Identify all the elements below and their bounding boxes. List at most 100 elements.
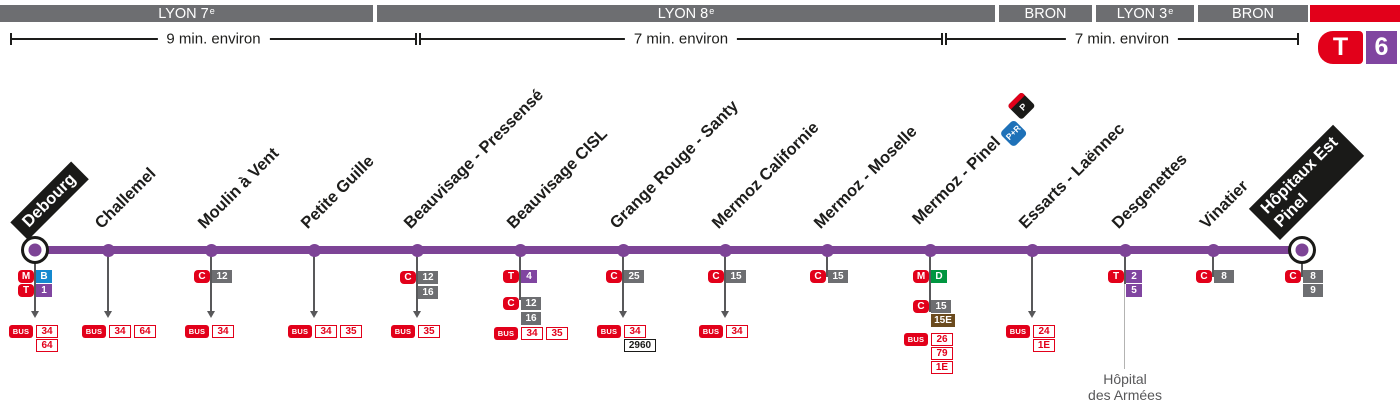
line-number-badge: 8 xyxy=(1214,270,1234,283)
bus-mode-badge: BUS xyxy=(1006,325,1030,338)
connection-row: C 25 xyxy=(606,270,644,283)
line-number-badge: 5 xyxy=(1126,284,1142,297)
station-label: Hôpitaux Est Pinel xyxy=(1248,124,1365,240)
connection-row: 9 xyxy=(1303,284,1323,297)
station-connector-line xyxy=(1031,256,1033,311)
station-label: Debourg xyxy=(10,161,89,240)
station-connector-line xyxy=(107,256,109,311)
line-number-badge: 15 xyxy=(828,270,848,283)
line-number-badge: 15 xyxy=(726,270,746,283)
station-label: Petite Guille xyxy=(297,152,378,233)
connection-row: BUS 34 xyxy=(699,325,748,338)
station-connector-line xyxy=(416,256,418,311)
line-number-badge: 35 xyxy=(418,325,440,338)
line-number-badge: 15 xyxy=(931,300,951,313)
station-label: Beauvisage CISL xyxy=(503,124,611,233)
connector-arrow-icon xyxy=(103,311,112,318)
duration-bracket: 7 min. environ xyxy=(945,30,1299,48)
bus-mode-badge: BUS xyxy=(391,325,415,338)
connection-row: BUS 34 xyxy=(9,325,58,338)
line-number-badge: 9 xyxy=(1303,284,1323,297)
terminus-dot xyxy=(1295,243,1308,256)
line-logo: T 6 xyxy=(1318,31,1397,64)
station-stop-marker xyxy=(204,243,218,257)
station-connector-line xyxy=(1301,256,1303,277)
connection-row: C 12 xyxy=(194,270,232,283)
line-number-badge: 15E xyxy=(931,314,955,327)
station-stop-marker xyxy=(923,243,937,257)
connection-row: BUS 34 xyxy=(597,325,646,338)
station-label: Moulin à Vent xyxy=(194,144,283,233)
bus-mode-badge: BUS xyxy=(82,325,106,338)
line-number-badge: 8 xyxy=(1303,270,1323,283)
connection-row: 16 xyxy=(521,312,541,325)
line-color-band xyxy=(1310,5,1400,22)
line-number-badge: 2960 xyxy=(624,339,656,352)
park-and-ride-icon: P+R xyxy=(999,118,1028,147)
connection-row: C 15 xyxy=(913,300,951,313)
line-number-badge: 35 xyxy=(546,327,568,340)
district-band: BRON xyxy=(999,5,1092,22)
station-stop-marker xyxy=(101,243,115,257)
transit-mode-badge: C xyxy=(606,270,622,283)
station-connector-line xyxy=(1212,256,1214,277)
terminus-dot xyxy=(28,243,41,256)
line-number-badge: 34 xyxy=(212,325,234,338)
transit-mode-badge: C xyxy=(913,300,929,313)
line-number-badge: 4 xyxy=(521,270,537,283)
line-number-badge: 12 xyxy=(418,271,438,284)
line-number-badge: 16 xyxy=(418,286,438,299)
bus-mode-badge: BUS xyxy=(494,327,518,340)
bus-mode-badge: BUS xyxy=(185,325,209,338)
line-number-badge: 79 xyxy=(931,347,953,360)
transit-mode-badge: T xyxy=(1108,270,1124,283)
connection-row: 79 xyxy=(931,347,953,360)
connection-row: BUS 24 xyxy=(1006,325,1055,338)
transit-mode-badge: C xyxy=(503,297,519,310)
line-number-badge: 34 xyxy=(521,327,543,340)
station-connector-line xyxy=(313,256,315,311)
terminus-stop-marker xyxy=(20,235,49,264)
line-number-badge: 35 xyxy=(340,325,362,338)
station-connector-line xyxy=(724,256,726,311)
line-track xyxy=(35,246,1302,254)
line-number-badge: 6 xyxy=(1366,31,1397,64)
connection-row: C 12 xyxy=(400,271,438,284)
bus-mode-badge: BUS xyxy=(9,325,33,338)
station-stop-marker xyxy=(820,243,834,257)
line-number-badge: 16 xyxy=(521,312,541,325)
connector-arrow-icon xyxy=(30,311,39,318)
station-label: Vinatier xyxy=(1196,176,1252,233)
duration-bracket: 9 min. environ xyxy=(10,30,417,48)
district-band: BRON xyxy=(1198,5,1308,22)
terminus-stop-marker xyxy=(1287,235,1316,264)
connection-row: BUS 34 64 xyxy=(82,325,156,338)
bus-mode-badge: BUS xyxy=(699,325,723,338)
connection-row: BUS 34 xyxy=(185,325,234,338)
line-number-badge: 2 xyxy=(1126,270,1142,283)
connector-arrow-icon xyxy=(309,311,318,318)
hospital-note: Hôpital des Armées xyxy=(1088,371,1162,403)
connection-row: 15E xyxy=(931,314,955,327)
connector-arrow-icon xyxy=(720,311,729,318)
station-stop-marker xyxy=(616,243,630,257)
transit-mode-badge: C xyxy=(810,270,826,283)
station-connector-line xyxy=(1124,256,1126,284)
line-number-badge: 12 xyxy=(521,297,541,310)
station-stop-marker xyxy=(1118,243,1132,257)
hospital-connector-line xyxy=(1124,256,1125,369)
transit-mode-badge: C xyxy=(1285,270,1301,283)
parking-lpa-icon: P xyxy=(1007,90,1036,120)
tram-mode-badge: T xyxy=(1318,31,1363,64)
connection-row: BUS 34 35 xyxy=(494,327,568,340)
